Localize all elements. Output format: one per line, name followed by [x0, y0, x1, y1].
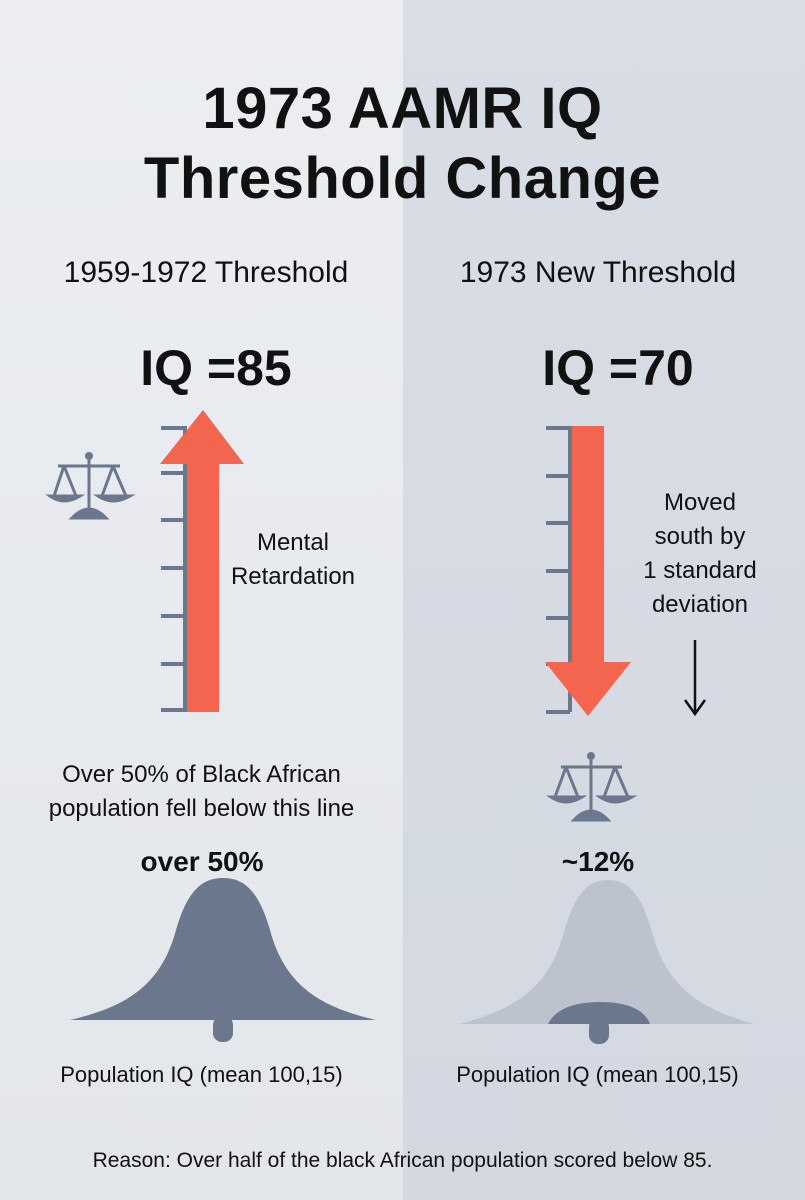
left-axis-label: Population IQ (mean 100,15) [60, 1062, 343, 1087]
title-line-1: 1973 AAMR IQ [202, 76, 603, 141]
scales-icon [546, 752, 638, 822]
right-percent: ~12% [561, 846, 635, 877]
reason-footer: Reason: Over half of the black African p… [92, 1149, 713, 1172]
right-arrow-label-line-3: 1 standard [643, 557, 757, 584]
right-heading: 1973 New Threshold [459, 256, 737, 289]
left-note: Over 50% of Black African population fel… [0, 758, 403, 826]
scales-icon [45, 452, 136, 520]
left-bell-curve [70, 878, 376, 1042]
right-bell-curve [460, 880, 754, 1044]
left-arrow-label-line-1: Mental [256, 529, 330, 556]
left-percent: over 50% [140, 846, 264, 877]
right-arrow-label-line-4: deviation [651, 591, 749, 618]
page-title: 1973 AAMR IQ Threshold Change [0, 74, 805, 214]
right-arrow-label: Moved south by 1 standard deviation [610, 486, 790, 622]
right-arrow-label-line-1: Moved [663, 489, 737, 516]
right-axis-label: Population IQ (mean 100,15) [456, 1062, 739, 1087]
left-heading: 1959-1972 Threshold [63, 256, 349, 289]
left-note-line-1: Over 50% of Black African [62, 761, 341, 788]
left-note-line-2: population fell below this line [48, 795, 355, 822]
left-iq-value: IQ =85 [140, 340, 292, 396]
left-arrow-label-line-2: Retardation [230, 563, 356, 590]
title-line-2: Threshold Change [143, 146, 662, 211]
right-iq-value: IQ =70 [542, 340, 694, 396]
small-down-arrow-icon [683, 640, 707, 717]
right-down-arrow [545, 426, 631, 716]
left-up-arrow [160, 410, 244, 712]
left-arrow-label: Mental Retardation [200, 526, 386, 594]
left-scale-ruler [161, 426, 187, 712]
right-arrow-label-line-2: south by [654, 523, 746, 550]
